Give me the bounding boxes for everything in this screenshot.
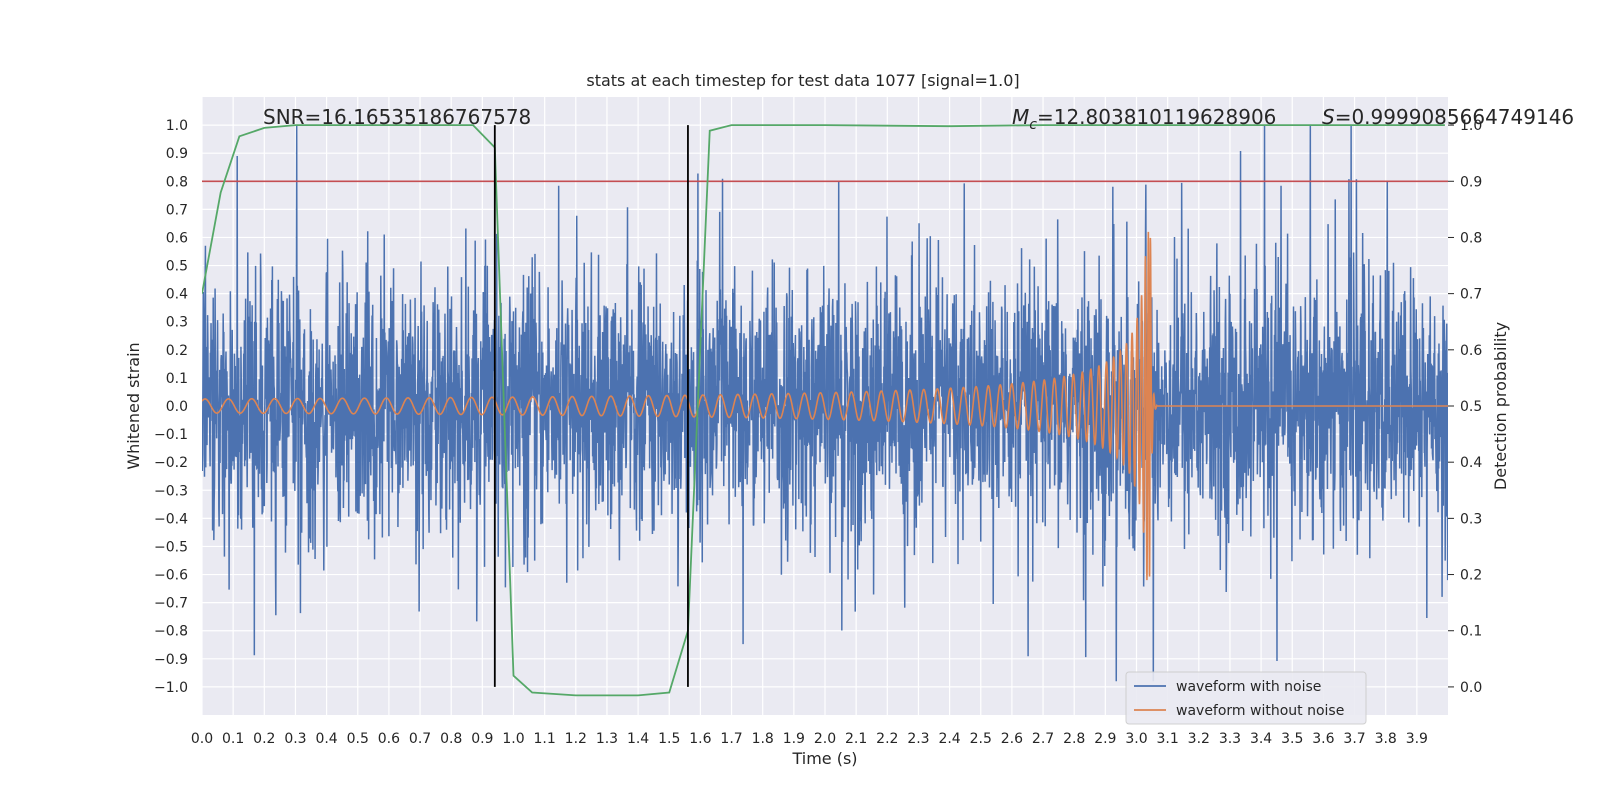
x-tick-label: 0.6 — [378, 731, 400, 747]
series-waveform-without-noise — [202, 231, 1448, 581]
x-tick-label: 2.9 — [1094, 731, 1116, 747]
x-tick-label: 2.1 — [845, 731, 867, 747]
legend: waveform with noise waveform without noi… — [1125, 671, 1367, 725]
x-tick-label: 0.3 — [284, 731, 306, 747]
x-tick-label: 2.4 — [938, 731, 960, 747]
right-tick-label: 1.0 — [1460, 118, 1482, 134]
x-tick-label: 3.8 — [1375, 731, 1397, 747]
x-tick-label: 3.2 — [1188, 731, 1210, 747]
y-tick-label: 0.7 — [166, 202, 188, 218]
x-tick-label: 0.2 — [253, 731, 275, 747]
x-tick-label: 3.3 — [1219, 731, 1241, 747]
x-tick-label: 0.5 — [347, 731, 369, 747]
x-tick-label: 3.6 — [1312, 731, 1334, 747]
x-tick-label: 2.3 — [907, 731, 929, 747]
legend-label-clean: waveform without noise — [1176, 703, 1344, 719]
x-axis-ticks: 0.0 0.1 0.2 0.3 0.4 0.5 0.6 0.7 0.8 0.9 1.0 1.1 1.2 1… — [191, 731, 1428, 747]
y-tick-label: 0.9 — [166, 146, 188, 162]
x-tick-label: 0.4 — [315, 731, 337, 747]
right-tick-label: 0.9 — [1460, 174, 1482, 190]
y-tick-label: 0.8 — [166, 174, 188, 190]
x-tick-label: 2.2 — [876, 731, 898, 747]
y-tick-label: 0.5 — [166, 259, 188, 275]
right-tick-label: 0.0 — [1460, 680, 1482, 696]
y-axis-ticks: 1.0 0.9 0.8 0.7 0.6 0.5 0.4 0.3 0.2 0.1 0.0 −0.1 −0.… — [154, 118, 188, 696]
x-tick-label: 2.5 — [970, 731, 992, 747]
y-tick-label: −0.6 — [154, 568, 188, 584]
right-tick-label: 0.8 — [1460, 230, 1482, 246]
x-tick-label: 2.0 — [814, 731, 836, 747]
y-tick-label: −0.2 — [154, 455, 188, 471]
chirp-mass-symbol: M — [1012, 105, 1029, 129]
right-axis-ticks: 1.0 0.9 0.8 0.7 0.6 0.5 0.4 0.3 0.2 0.1 0.0 — [1448, 118, 1482, 696]
y-tick-label: −0.7 — [154, 596, 188, 612]
chirp-mass-value: =12.803810119628906 — [1037, 105, 1276, 129]
y-tick-label: −0.8 — [154, 624, 188, 640]
x-tick-label: 0.9 — [471, 731, 493, 747]
x-tick-label: 1.1 — [534, 731, 556, 747]
x-tick-label: 3.1 — [1157, 731, 1179, 747]
right-tick-label: 0.5 — [1460, 399, 1482, 415]
y-tick-label: 0.1 — [166, 371, 188, 387]
x-tick-label: 0.0 — [191, 731, 213, 747]
x-tick-label: 0.8 — [440, 731, 462, 747]
data-layer — [202, 124, 1448, 697]
x-tick-label: 2.7 — [1032, 731, 1054, 747]
y-tick-label: −1.0 — [154, 680, 188, 696]
x-tick-label: 3.0 — [1125, 731, 1147, 747]
s-annotation: S=0.9999085664749146 — [1322, 105, 1574, 129]
x-tick-label: 3.9 — [1406, 731, 1428, 747]
right-axis-label: Detection probability — [1491, 322, 1510, 490]
x-tick-label: 3.7 — [1343, 731, 1365, 747]
y-tick-label: 0.0 — [166, 399, 188, 415]
chirp-mass-annotation: Mc=12.803810119628906 — [1012, 105, 1276, 133]
y-tick-label: 0.6 — [166, 230, 188, 246]
x-tick-label: 1.8 — [752, 731, 774, 747]
right-tick-label: 0.7 — [1460, 287, 1482, 303]
chart-title: stats at each timestep for test data 107… — [586, 71, 1019, 90]
x-tick-label: 1.3 — [596, 731, 618, 747]
snr-annotation: SNR=16.16535186767578 — [263, 105, 531, 129]
x-tick-label: 3.4 — [1250, 731, 1272, 747]
y-tick-label: 1.0 — [166, 118, 188, 134]
s-symbol: S — [1322, 105, 1335, 129]
x-tick-label: 1.9 — [783, 731, 805, 747]
x-tick-label: 3.5 — [1281, 731, 1303, 747]
right-tick-label: 0.2 — [1460, 568, 1482, 584]
right-tick-label: 0.4 — [1460, 455, 1482, 471]
legend-label-noise: waveform with noise — [1176, 679, 1321, 695]
y-tick-label: −0.3 — [154, 483, 188, 499]
x-tick-label: 1.2 — [565, 731, 587, 747]
x-tick-label: 1.6 — [689, 731, 711, 747]
x-tick-label: 0.7 — [409, 731, 431, 747]
s-value: =0.9999085664749146 — [1335, 105, 1574, 129]
x-tick-label: 2.6 — [1001, 731, 1023, 747]
y-tick-label: 0.2 — [166, 343, 188, 359]
legend-box — [1125, 671, 1367, 725]
y-tick-label: −0.1 — [154, 427, 188, 443]
chirp-mass-subscript: c — [1029, 117, 1037, 133]
x-tick-label: 0.1 — [222, 731, 244, 747]
y-tick-label: −0.4 — [154, 511, 188, 527]
y-tick-label: −0.9 — [154, 652, 188, 668]
y-tick-label: 0.3 — [166, 315, 188, 331]
right-tick-label: 0.1 — [1460, 624, 1482, 640]
x-tick-label: 1.7 — [720, 731, 742, 747]
right-tick-label: 0.3 — [1460, 511, 1482, 527]
y-tick-label: −0.5 — [154, 539, 188, 555]
y-axis-label: Whitened strain — [124, 342, 143, 469]
right-tick-label: 0.6 — [1460, 343, 1482, 359]
x-tick-label: 1.0 — [502, 731, 524, 747]
x-axis-label: Time (s) — [791, 749, 857, 768]
series-waveform-with-noise — [202, 125, 1448, 682]
series-detection-probability — [202, 124, 1445, 697]
x-tick-label: 1.4 — [627, 731, 649, 747]
x-tick-label: 2.8 — [1063, 731, 1085, 747]
x-tick-label: 1.5 — [658, 731, 680, 747]
y-tick-label: 0.4 — [166, 287, 188, 303]
